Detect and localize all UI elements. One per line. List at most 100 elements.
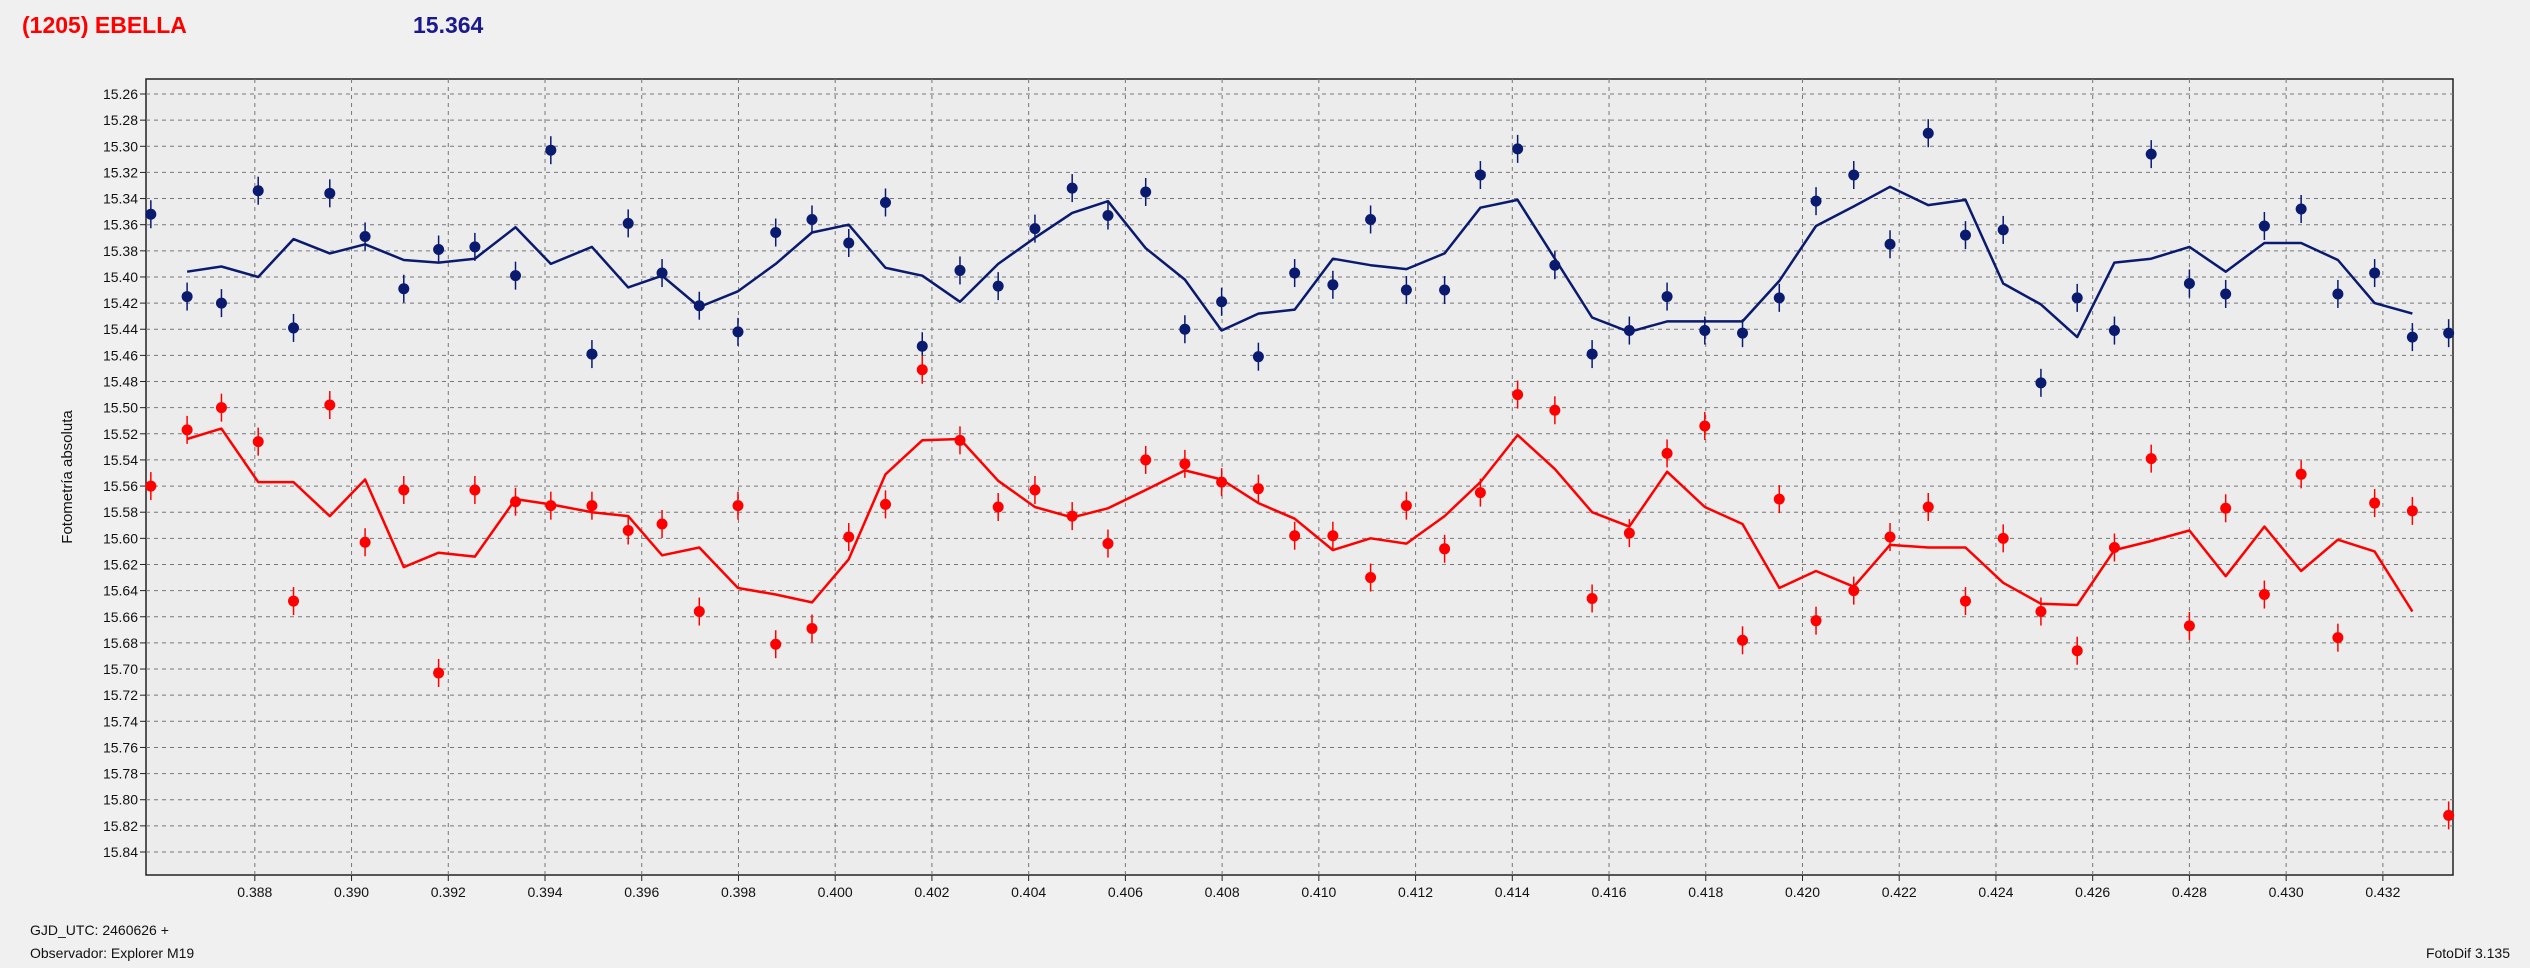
data-point	[1737, 634, 1749, 646]
data-point	[1066, 182, 1078, 194]
data-point	[2183, 278, 2195, 289]
data-point	[2145, 148, 2157, 160]
data-point	[1029, 223, 1041, 235]
x-tick-label: 0.400	[818, 884, 853, 900]
data-point	[1848, 169, 1860, 181]
y-tick-label: 15.62	[103, 556, 138, 572]
data-point	[1661, 291, 1673, 303]
y-tick-label: 15.74	[103, 713, 138, 729]
data-point	[1102, 538, 1114, 550]
data-point	[1997, 224, 2009, 236]
y-tick-label: 15.58	[103, 504, 138, 520]
data-point	[954, 264, 966, 276]
y-tick-label: 15.72	[103, 687, 138, 703]
data-point	[215, 297, 227, 309]
x-tick-labels: 0.388 0.390 0.392 0.394 0.396 0.398 0.400 0.402…	[237, 884, 2400, 900]
data-point	[843, 237, 855, 249]
x-tick-label: 0.408	[1205, 884, 1240, 900]
x-tick-label: 0.412	[1398, 884, 1433, 900]
data-point	[770, 638, 782, 650]
data-point	[433, 244, 445, 256]
version-label: FotoDif 3.135	[2425, 945, 2510, 961]
data-point	[1884, 531, 1896, 543]
x-tick-label: 0.388	[237, 884, 272, 900]
data-point	[1810, 615, 1822, 627]
x-tick-label: 0.422	[1882, 884, 1917, 900]
data-point	[1922, 501, 1934, 513]
series-line	[186, 185, 2413, 339]
data-point	[1810, 195, 1822, 207]
y-axis-label: Fotometría absoluta	[59, 410, 76, 544]
x-tick-label: 0.394	[527, 884, 562, 900]
data-point	[732, 326, 744, 338]
data-point	[252, 185, 264, 197]
data-point	[288, 595, 300, 607]
y-tick-label: 15.42	[103, 295, 138, 311]
data-point	[1997, 532, 2009, 544]
data-point	[916, 364, 928, 376]
data-point	[1216, 296, 1228, 308]
x-tick-label: 0.390	[334, 884, 369, 900]
data-point	[1848, 585, 1860, 597]
data-point	[1289, 530, 1301, 542]
data-point	[843, 531, 855, 543]
data-point	[2071, 292, 2083, 304]
y-tick-label: 15.76	[103, 739, 138, 755]
y-tick-label: 15.48	[103, 374, 138, 390]
data-point	[732, 500, 744, 512]
y-tick-label: 15.54	[103, 452, 138, 468]
data-point	[145, 208, 157, 220]
x-tick-label: 0.424	[1978, 884, 2013, 900]
x-tick-label: 0.418	[1688, 884, 1723, 900]
y-tick-label: 15.46	[103, 347, 138, 363]
data-point	[693, 606, 705, 618]
x-tick-label: 0.398	[721, 884, 756, 900]
y-tick-label: 15.56	[103, 478, 138, 494]
data-series	[145, 119, 2455, 830]
data-point	[1252, 351, 1264, 363]
data-point	[215, 402, 227, 414]
data-point	[1029, 484, 1041, 496]
data-point	[954, 434, 966, 446]
data-point	[2108, 541, 2120, 553]
data-point	[656, 267, 668, 279]
data-point	[1549, 259, 1561, 271]
data-point	[2145, 453, 2157, 465]
data-point	[1365, 213, 1377, 225]
data-point	[288, 322, 300, 334]
x-tick-label: 0.432	[2365, 884, 2400, 900]
y-tick-label: 15.68	[103, 635, 138, 651]
data-point	[1623, 325, 1635, 337]
x-tick-label: 0.420	[1785, 884, 1820, 900]
data-point	[181, 291, 193, 303]
data-point	[1586, 592, 1598, 604]
y-tick-label: 15.38	[103, 243, 138, 259]
observer-label: Observador: Explorer M19	[30, 945, 195, 961]
data-point	[1586, 348, 1598, 360]
data-point	[1289, 267, 1301, 279]
data-point	[693, 300, 705, 312]
y-tick-label: 15.36	[103, 217, 138, 233]
y-tick-label: 15.60	[103, 530, 138, 546]
data-point	[545, 144, 557, 156]
y-tick-label: 15.52	[103, 426, 138, 442]
data-point	[1400, 284, 1412, 296]
data-point	[770, 227, 782, 239]
data-point	[181, 424, 193, 436]
data-point	[398, 283, 410, 295]
data-point	[1179, 323, 1191, 335]
x-tick-label: 0.404	[1011, 884, 1046, 900]
plot-area	[145, 78, 2454, 876]
x-tick-label: 0.416	[1592, 884, 1627, 900]
data-point	[252, 436, 264, 448]
data-point	[1327, 530, 1339, 542]
data-point	[1959, 595, 1971, 607]
data-point	[324, 187, 336, 199]
data-point	[586, 348, 598, 360]
data-point	[510, 270, 522, 282]
x-tick-label: 0.426	[2075, 884, 2110, 900]
y-tick-label: 15.30	[103, 138, 138, 154]
data-point	[1327, 279, 1339, 291]
data-point	[469, 241, 481, 253]
data-point	[359, 230, 371, 242]
